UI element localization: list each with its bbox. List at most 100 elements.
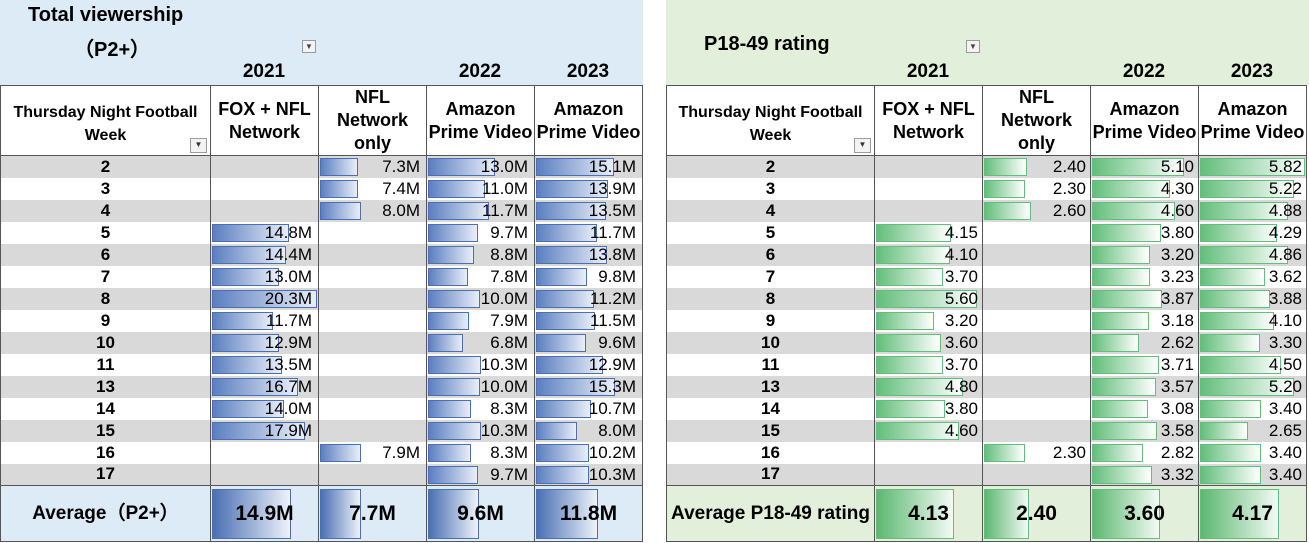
cell-value: 3.23: [1160, 266, 1194, 286]
data-cell: 13.9M: [534, 177, 643, 200]
table-row: 8 20.3M 10.0M 11.2M: [0, 287, 643, 310]
filter-icon[interactable]: ▼: [190, 138, 207, 153]
table-row: 7 13.0M 7.8M 9.8M: [0, 265, 643, 288]
data-bar: [876, 245, 950, 264]
cell-value: 11.5M: [590, 310, 636, 330]
cell-value: 13.5M: [264, 354, 312, 374]
table-row: 14 3.80 3.08 3.40: [666, 397, 1307, 420]
data-cell: [318, 463, 427, 486]
data-bar: [428, 333, 463, 352]
data-cell: 4.15: [874, 221, 983, 244]
table-row: 8 5.60 3.87 3.88: [666, 287, 1307, 310]
cell-value: 2.62: [1160, 332, 1194, 352]
cell-value: 4.10: [944, 244, 978, 264]
data-bar: [1200, 465, 1261, 484]
average-bar: [1200, 489, 1279, 539]
cell-value: 4.88: [1268, 200, 1302, 220]
average-bar: [320, 489, 361, 539]
cell-value: 15.1M: [588, 157, 636, 176]
data-cell: 4.86: [1198, 243, 1307, 266]
cell-value: 10.0M: [480, 376, 528, 396]
cell-value: 5.82: [1268, 157, 1302, 176]
column-header-amazon-2023: Amazon Prime Video: [534, 85, 643, 156]
data-bar: [536, 399, 591, 418]
cell-value: 10.3M: [480, 354, 528, 374]
data-cell: 9.7M: [426, 463, 535, 486]
data-bar: [536, 333, 586, 352]
data-bar: [984, 201, 1031, 220]
data-bar: [1200, 267, 1265, 286]
data-bar: [428, 223, 478, 242]
table-row: 6 14.4M 8.8M 13.8M: [0, 243, 643, 266]
data-cell: 2.65: [1198, 419, 1307, 442]
week-cell: 10: [666, 331, 875, 354]
cell-value: 7.8M: [490, 266, 528, 286]
data-cell: [318, 287, 427, 310]
data-bar: [876, 355, 943, 374]
filter-icon[interactable]: ▼: [854, 138, 871, 153]
data-cell: [318, 243, 427, 266]
data-cell: 14.4M: [210, 243, 319, 266]
data-bar: [536, 421, 577, 440]
cell-value: 13.8M: [588, 244, 636, 264]
data-cell: 5.20: [1198, 375, 1307, 398]
data-cell: 3.80: [1090, 221, 1199, 244]
rating-header-band: [666, 0, 1309, 85]
data-cell: [982, 309, 1091, 332]
data-bar: [536, 223, 597, 242]
data-cell: [982, 287, 1091, 310]
dropdown-arrow-icon[interactable]: ▼: [302, 40, 316, 53]
cell-value: 8.0M: [598, 420, 636, 440]
table-row: 11 3.70 3.71 4.50: [666, 353, 1307, 376]
year-2022: 2022: [458, 61, 502, 82]
column-header-nfl-only: NFL Network only: [318, 85, 427, 156]
data-cell: [982, 221, 1091, 244]
data-bar: [212, 399, 284, 418]
data-bar: [212, 333, 279, 352]
cell-value: 5.20: [1268, 376, 1302, 396]
dropdown-arrow-icon[interactable]: ▼: [966, 40, 980, 53]
data-cell: 3.57: [1090, 375, 1199, 398]
cell-value: 17.9M: [264, 420, 312, 440]
column-header-amazon-2023: Amazon Prime Video: [1198, 85, 1307, 156]
table-row: 3 2.30 4.30 5.22: [666, 177, 1307, 200]
data-cell: 5.60: [874, 287, 983, 310]
data-cell: 11.7M: [426, 199, 535, 222]
cell-value: 14.8M: [264, 222, 312, 242]
week-cell: 7: [666, 265, 875, 288]
column-header-amazon-2022: Amazon Prime Video: [1090, 85, 1199, 156]
rating-average-row: Average P18-49 rating 4.13 2.40 3.60 4.1…: [666, 485, 1307, 542]
data-bar: [536, 355, 603, 374]
data-bar: [320, 201, 361, 220]
data-bar: [428, 158, 495, 176]
data-bar: [876, 421, 959, 440]
week-cell: 13: [0, 375, 211, 398]
data-cell: 2.40: [982, 155, 1091, 178]
cell-value: 4.10: [1268, 310, 1302, 330]
table-row: 5 4.15 3.80 4.29: [666, 221, 1307, 244]
data-cell: [318, 265, 427, 288]
week-cell: 2: [0, 155, 211, 178]
data-cell: [982, 331, 1091, 354]
data-cell: 15.1M: [534, 155, 643, 178]
cell-value: 7.3M: [382, 157, 420, 176]
cell-value: 3.70: [944, 354, 978, 374]
data-bar: [1200, 443, 1261, 462]
cell-value: 3.40: [1268, 464, 1302, 484]
data-cell: 12.9M: [534, 353, 643, 376]
cell-value: 3.80: [944, 398, 978, 418]
week-cell: 9: [0, 309, 211, 332]
cell-value: 4.50: [1268, 354, 1302, 374]
data-bar: [320, 179, 358, 198]
cell-value: 8.0M: [382, 200, 420, 220]
data-bar: [1200, 355, 1281, 374]
average-bar: [212, 489, 291, 539]
data-cell: 4.80: [874, 375, 983, 398]
week-cell: 4: [0, 199, 211, 222]
average-value: 4.13: [908, 502, 949, 525]
average-cell: 11.8M: [534, 485, 643, 542]
average-value: 9.6M: [457, 502, 504, 525]
data-bar: [1200, 201, 1288, 220]
average-value: 7.7M: [349, 502, 396, 525]
data-cell: 10.7M: [534, 397, 643, 420]
